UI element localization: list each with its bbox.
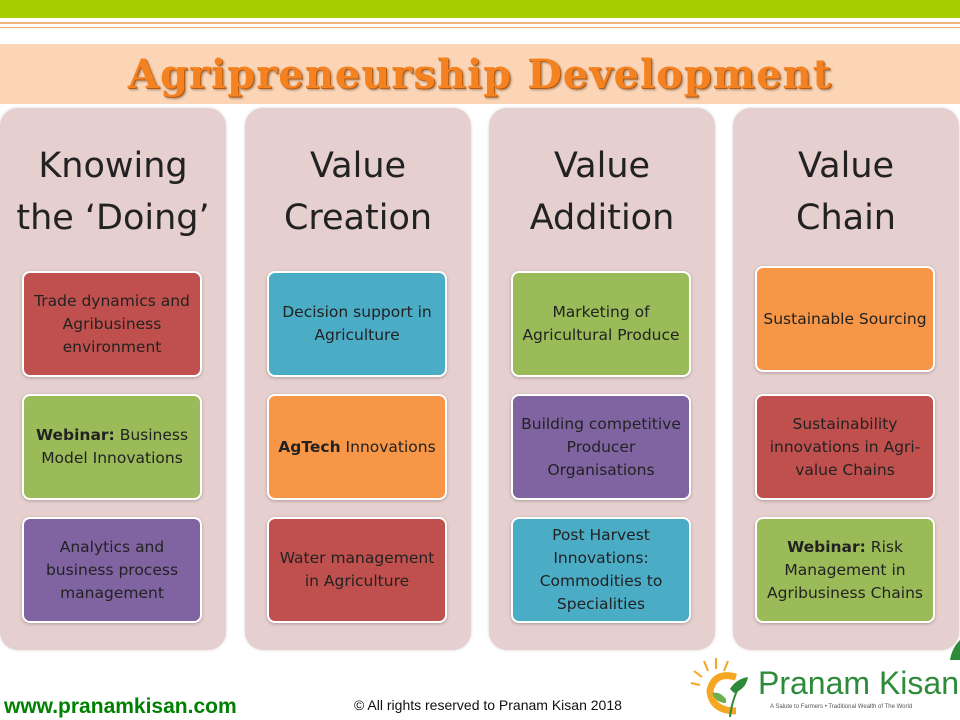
column-title-line: Chain [796,198,896,238]
logo-brand-name: Pranam Kisan [758,665,959,701]
column-title: Knowing the ‘Doing’ [0,140,226,244]
corner-leaf-icon [950,640,960,660]
topic-box: Building competitive Producer Organisati… [511,394,691,500]
title-band: Agripreneurship Development [0,44,960,104]
column-title-line: Value [309,146,407,186]
topic-bold: AgTech [278,437,341,456]
topic-text: Business Model Innovations [41,426,189,467]
topic-text: Building competitive Producer Organisati… [521,414,681,479]
topic-box: AgTech Innovations [267,394,447,500]
topic-text: Risk Management in Agribusiness Chains [767,537,923,602]
logo-tagline: A Salute to Farmers • Traditional Wealth… [770,704,913,710]
topic-box: Analytics and business process managemen… [22,517,202,623]
topic-box: Water management in Agriculture [267,517,447,623]
column-value-chain: Value Chain Sustainable Sourcing Sustain… [733,108,959,650]
column-value-addition: Value Addition Marketing of Agricultural… [489,108,715,650]
column-title: Value Chain [733,140,959,244]
topic-box: Marketing of Agricultural Produce [511,271,691,377]
topic-text: Sustainability innovations in Agri-value… [769,414,921,479]
column-title: Value Creation [245,140,471,244]
topic-text: Trade dynamics and Agribusiness environm… [34,291,190,356]
topic-text: Analytics and business process managemen… [45,537,179,602]
column-value-creation: Value Creation Decision support in Agric… [245,108,471,650]
column-title-line: Value [797,146,895,186]
top-divider-line [0,22,960,24]
topic-box: Webinar: Business Model Innovations [22,394,202,500]
topic-box: Post Harvest Innovations: Commodities to… [511,517,691,623]
topic-box: Webinar: Risk Management in Agribusiness… [755,517,935,623]
column-title: Value Addition [489,140,715,244]
topic-bold: Webinar: [787,537,866,556]
topic-text: Sustainable Sourcing [763,309,927,328]
column-title-line: Value [553,146,651,186]
topic-bold: Webinar: [35,426,115,444]
column-title-line: Creation [283,198,433,238]
topic-text: Post Harvest Innovations: Commodities to… [539,526,663,613]
slide-title: Agripreneurship Development [127,50,833,98]
topic-box: Sustainability innovations in Agri-value… [755,394,935,500]
topic-box: Decision support in Agriculture [267,271,447,377]
website-link[interactable]: www.pranamkisan.com [4,695,237,718]
copyright-text: © All rights reserved to Pranam Kisan 20… [354,697,622,713]
column-title-line: Knowing [38,146,188,186]
top-divider-line-thin [0,27,960,28]
topic-box: Trade dynamics and Agribusiness environm… [22,271,202,377]
column-title-line: the ‘Doing’ [16,198,210,238]
topic-text: Marketing of Agricultural Produce [522,303,680,344]
sun-leaf-logo-icon [690,658,748,718]
pranam-kisan-logo: Pranam Kisan A Salute to Farmers • Tradi… [690,655,960,720]
topic-text: Innovations [340,437,436,456]
topic-text: Water management in Agriculture [279,549,435,590]
column-knowing-the-doing: Knowing the ‘Doing’ Trade dynamics and A… [0,108,226,650]
topic-box: Sustainable Sourcing [755,266,935,372]
top-accent-bar [0,0,960,18]
column-title-line: Addition [529,198,675,238]
topic-text: Decision support in Agriculture [282,303,432,344]
